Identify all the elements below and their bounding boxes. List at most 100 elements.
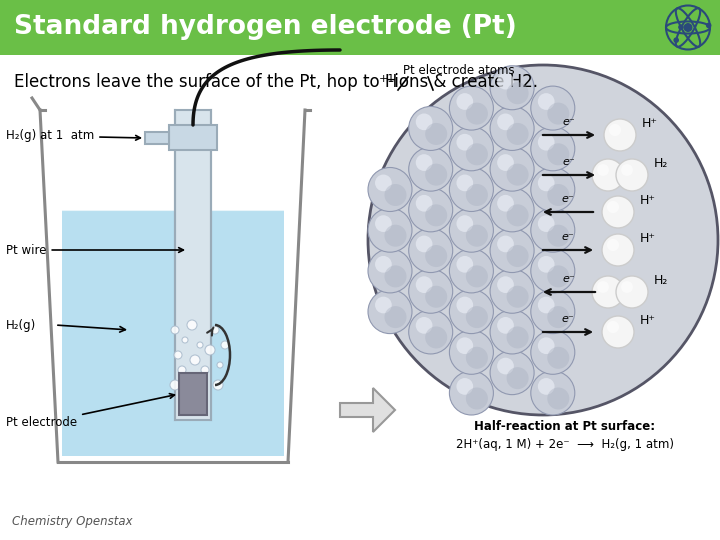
Circle shape bbox=[171, 326, 179, 334]
Bar bbox=[169, 125, 217, 150]
Circle shape bbox=[678, 24, 684, 30]
Circle shape bbox=[409, 310, 453, 354]
Circle shape bbox=[174, 351, 182, 359]
Circle shape bbox=[547, 388, 570, 409]
Circle shape bbox=[497, 113, 514, 130]
Circle shape bbox=[547, 347, 570, 369]
Text: Pt electrode: Pt electrode bbox=[6, 394, 174, 429]
Circle shape bbox=[466, 184, 488, 206]
Circle shape bbox=[409, 188, 453, 232]
Circle shape bbox=[547, 184, 570, 206]
Circle shape bbox=[449, 208, 493, 252]
Circle shape bbox=[490, 106, 534, 151]
Circle shape bbox=[415, 195, 433, 212]
Circle shape bbox=[531, 86, 575, 130]
Circle shape bbox=[607, 321, 619, 333]
Circle shape bbox=[490, 310, 534, 354]
Circle shape bbox=[449, 86, 493, 130]
Circle shape bbox=[449, 167, 493, 212]
Circle shape bbox=[449, 330, 493, 374]
Circle shape bbox=[426, 245, 447, 267]
Circle shape bbox=[538, 215, 554, 232]
Bar bbox=[179, 373, 207, 415]
Circle shape bbox=[538, 134, 554, 151]
Circle shape bbox=[490, 350, 534, 395]
Circle shape bbox=[547, 225, 570, 247]
Circle shape bbox=[607, 239, 619, 251]
Circle shape bbox=[507, 204, 528, 226]
Text: H⁺: H⁺ bbox=[640, 194, 656, 207]
Polygon shape bbox=[62, 210, 284, 456]
Circle shape bbox=[538, 174, 554, 191]
Circle shape bbox=[415, 154, 433, 171]
Circle shape bbox=[384, 184, 407, 206]
Circle shape bbox=[456, 215, 473, 232]
Circle shape bbox=[507, 327, 528, 348]
Circle shape bbox=[547, 103, 570, 125]
Text: Chemistry Openstax: Chemistry Openstax bbox=[12, 515, 132, 528]
Circle shape bbox=[384, 225, 407, 247]
Circle shape bbox=[531, 127, 575, 171]
Circle shape bbox=[683, 23, 693, 32]
Circle shape bbox=[609, 124, 621, 136]
Circle shape bbox=[507, 286, 528, 308]
Circle shape bbox=[497, 357, 514, 374]
Circle shape bbox=[449, 289, 493, 334]
Text: Pt electrode atoms: Pt electrode atoms bbox=[403, 64, 515, 77]
Circle shape bbox=[415, 317, 433, 334]
Circle shape bbox=[426, 286, 447, 308]
Circle shape bbox=[602, 234, 634, 266]
Circle shape bbox=[602, 196, 634, 228]
Circle shape bbox=[426, 204, 447, 226]
Text: H⁺: H⁺ bbox=[642, 117, 658, 130]
Circle shape bbox=[531, 330, 575, 374]
Circle shape bbox=[497, 73, 514, 90]
Circle shape bbox=[466, 347, 488, 369]
Circle shape bbox=[507, 82, 528, 104]
Bar bbox=[0, 0, 720, 55]
Text: Standard hydrogen electrode (Pt): Standard hydrogen electrode (Pt) bbox=[14, 15, 517, 40]
Circle shape bbox=[706, 23, 711, 28]
Circle shape bbox=[497, 235, 514, 252]
Text: Electrons leave the surface of the Pt, hop to H: Electrons leave the surface of the Pt, h… bbox=[14, 73, 397, 91]
Text: Pt wire: Pt wire bbox=[6, 244, 184, 256]
Circle shape bbox=[456, 296, 473, 313]
Circle shape bbox=[531, 167, 575, 212]
Circle shape bbox=[375, 174, 392, 191]
Circle shape bbox=[409, 228, 453, 273]
Circle shape bbox=[490, 269, 534, 313]
Text: H⁺: H⁺ bbox=[640, 314, 656, 327]
Circle shape bbox=[538, 338, 554, 354]
Circle shape bbox=[197, 342, 203, 348]
Text: H₂(g) at 1  atm: H₂(g) at 1 atm bbox=[6, 130, 140, 143]
Circle shape bbox=[547, 306, 570, 328]
Circle shape bbox=[466, 306, 488, 328]
Circle shape bbox=[531, 371, 575, 415]
Circle shape bbox=[507, 164, 528, 186]
Circle shape bbox=[190, 355, 200, 365]
Circle shape bbox=[426, 327, 447, 348]
Circle shape bbox=[170, 380, 180, 390]
Circle shape bbox=[375, 215, 392, 232]
Circle shape bbox=[211, 326, 219, 334]
Circle shape bbox=[592, 276, 624, 308]
Circle shape bbox=[449, 371, 493, 415]
Circle shape bbox=[415, 235, 433, 252]
Circle shape bbox=[384, 265, 407, 287]
Circle shape bbox=[449, 249, 493, 293]
Circle shape bbox=[466, 143, 488, 165]
Circle shape bbox=[449, 127, 493, 171]
Circle shape bbox=[426, 123, 447, 145]
Circle shape bbox=[531, 289, 575, 334]
Circle shape bbox=[466, 388, 488, 409]
Circle shape bbox=[538, 296, 554, 313]
Circle shape bbox=[466, 265, 488, 287]
Circle shape bbox=[375, 296, 392, 313]
Text: Half-reaction at Pt surface:: Half-reaction at Pt surface: bbox=[474, 420, 656, 433]
Circle shape bbox=[616, 159, 648, 191]
Text: e⁻: e⁻ bbox=[562, 117, 575, 127]
Circle shape bbox=[368, 65, 718, 415]
Bar bbox=[175, 110, 211, 420]
Circle shape bbox=[531, 249, 575, 293]
Circle shape bbox=[456, 174, 473, 191]
